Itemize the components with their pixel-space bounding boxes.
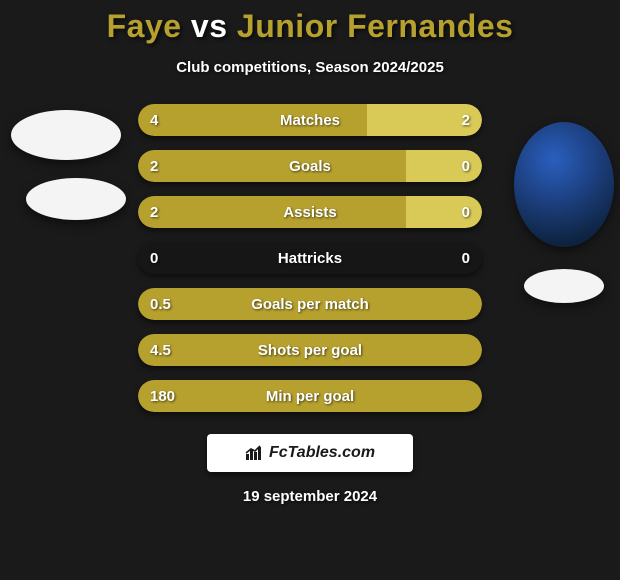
- bar-fill-left: [138, 196, 406, 228]
- avatar-column-right: [514, 122, 614, 303]
- site-badge-label: FcTables.com: [269, 444, 375, 462]
- site-badge[interactable]: FcTables.com: [207, 434, 413, 472]
- compare-bar: 42Matches: [138, 104, 482, 136]
- title-vs: vs: [191, 8, 228, 44]
- player2-avatar: [514, 122, 614, 247]
- title-player1: Faye: [107, 8, 182, 44]
- bar-fill: [138, 288, 482, 320]
- bar-fill: [138, 380, 482, 412]
- compare-bar: 20Assists: [138, 196, 482, 228]
- title-player2: Junior Fernandes: [237, 8, 514, 44]
- bar-fill-right: [406, 196, 482, 228]
- single-bar: 0.5Goals per match: [138, 288, 482, 320]
- bar-fill-left: [138, 150, 406, 182]
- bar-fill: [138, 334, 482, 366]
- chart-icon: [245, 445, 263, 461]
- bars-container: 42Matches 20Goals 20Assists 0 0Hattricks 0.5G…: [138, 104, 482, 412]
- page-title: Faye vs Junior Fernandes: [0, 8, 620, 45]
- footer-date: 19 september 2024: [0, 488, 620, 505]
- bar-value-right: 0: [462, 242, 470, 274]
- single-bar: 180Min per goal: [138, 380, 482, 412]
- compare-bar: 0 0Hattricks: [138, 242, 482, 274]
- player2-badge: [524, 269, 604, 303]
- player1-avatar: [11, 110, 121, 160]
- bar-fill-right: [367, 104, 482, 136]
- subtitle: Club competitions, Season 2024/2025: [0, 59, 620, 76]
- single-bar: 4.5Shots per goal: [138, 334, 482, 366]
- bar-fill-right: [406, 150, 482, 182]
- bar-label: Hattricks: [138, 242, 482, 274]
- avatar-column-left: [6, 110, 126, 220]
- comparison-infographic: Faye vs Junior Fernandes Club competitio…: [0, 0, 620, 580]
- bar-value-left: 0: [150, 242, 158, 274]
- player1-badge: [26, 178, 126, 220]
- bar-fill-left: [138, 104, 367, 136]
- compare-bar: 20Goals: [138, 150, 482, 182]
